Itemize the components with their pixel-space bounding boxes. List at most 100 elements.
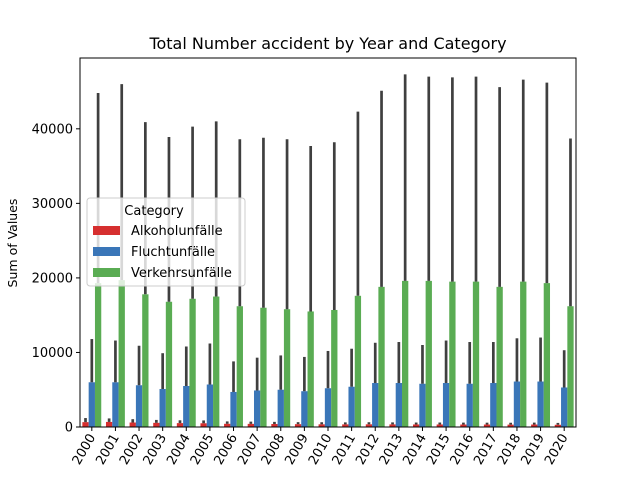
bar-Alkoholunfälle-2020: [554, 424, 562, 427]
legend-label: Verkehrsunfälle: [131, 266, 232, 281]
x-tick-label: 2012: [353, 432, 383, 468]
bar-Alkoholunfälle-2008: [271, 424, 278, 427]
x-tick-label: 2008: [259, 432, 289, 468]
bar-Fluchtunfälle-2016: [466, 383, 473, 427]
chart-title: Total Number accident by Year and Catego…: [148, 34, 506, 53]
bar-Verkehrsunfälle-2005: [213, 296, 220, 427]
bar-Fluchtunfälle-2020: [561, 387, 568, 427]
bar-Fluchtunfälle-2017: [490, 383, 497, 427]
legend-swatch: [93, 268, 120, 277]
y-tick-label: 40000: [32, 122, 73, 137]
bar-Alkoholunfälle-2001: [105, 421, 113, 427]
x-tick-label: 2017: [471, 432, 501, 468]
y-tick-label: 30000: [32, 197, 73, 212]
bar-Alkoholunfälle-2002: [129, 422, 136, 427]
bar-Fluchtunfälle-2015: [442, 383, 450, 427]
bar-Alkoholunfälle-2014: [413, 424, 420, 427]
bar-Verkehrsunfälle-2011: [354, 295, 362, 427]
bar-Verkehrsunfälle-2019: [543, 283, 551, 427]
bar-Fluchtunfälle-2005: [206, 384, 214, 427]
bar-Fluchtunfälle-2011: [348, 386, 355, 427]
bar-Verkehrsunfälle-2008: [283, 309, 291, 427]
bar-Fluchtunfälle-2003: [159, 388, 166, 427]
bar-Verkehrsunfälle-2007: [260, 307, 267, 427]
bar-Fluchtunfälle-2004: [183, 386, 190, 427]
bar-Verkehrsunfälle-2014: [425, 280, 432, 427]
bar-Alkoholunfälle-2018: [507, 424, 514, 427]
bar-Fluchtunfälle-2002: [135, 385, 143, 427]
bar-Alkoholunfälle-2005: [200, 423, 207, 427]
x-tick-label: 2011: [330, 432, 360, 468]
bar-Verkehrsunfälle-2012: [378, 286, 385, 427]
bar-Fluchtunfälle-2019: [537, 381, 544, 427]
bar-Fluchtunfälle-2013: [395, 383, 403, 427]
bar-Verkehrsunfälle-2001: [118, 280, 125, 427]
bar-Alkoholunfälle-2010: [318, 424, 325, 427]
x-tick-label: 2009: [282, 432, 312, 468]
bar-Fluchtunfälle-2014: [419, 383, 426, 427]
bar-Fluchtunfälle-2012: [372, 383, 379, 427]
x-tick-label: 2010: [306, 432, 336, 468]
bar-Alkoholunfälle-2004: [176, 423, 184, 427]
bar-Verkehrsunfälle-2004: [189, 298, 196, 427]
bar-Alkoholunfälle-2017: [483, 424, 491, 427]
bar-Fluchtunfälle-2001: [112, 382, 119, 427]
y-tick-label: 10000: [32, 346, 73, 361]
x-tick-label: 2001: [93, 432, 123, 468]
bar-Alkoholunfälle-2007: [247, 423, 254, 427]
bar-Verkehrsunfälle-2015: [449, 281, 456, 427]
x-tick-label: 2013: [377, 432, 407, 468]
x-tick-label: 2014: [400, 432, 430, 468]
bar-Alkoholunfälle-2019: [531, 424, 538, 427]
bar-Alkoholunfälle-2015: [436, 424, 443, 427]
legend-swatch: [93, 247, 120, 256]
bar-Verkehrsunfälle-2016: [472, 281, 480, 427]
y-tick-label: 0: [65, 421, 73, 436]
legend-label: Fluchtunfälle: [131, 245, 215, 260]
bar-Verkehrsunfälle-2010: [331, 309, 338, 427]
legend-swatch: [93, 226, 120, 235]
bar-Fluchtunfälle-2007: [253, 390, 261, 427]
x-tick-label: 2019: [518, 432, 548, 468]
x-tick-label: 2004: [164, 432, 194, 468]
bars-layer: [82, 280, 574, 427]
bar-Verkehrsunfälle-2018: [520, 281, 527, 427]
bar-Verkehrsunfälle-2003: [165, 301, 173, 427]
bar-Alkoholunfälle-2016: [460, 424, 467, 427]
bar-Verkehrsunfälle-2000: [94, 283, 102, 427]
bar-Fluchtunfälle-2008: [277, 389, 284, 427]
bar-Verkehrsunfälle-2006: [236, 306, 243, 427]
bar-Verkehrsunfälle-2002: [142, 294, 149, 427]
bar-Alkoholunfälle-2009: [294, 424, 302, 427]
bar-Fluchtunfälle-2010: [324, 388, 332, 427]
bar-Alkoholunfälle-2000: [82, 422, 89, 427]
bar-Alkoholunfälle-2012: [365, 424, 373, 427]
x-tick-label: 2007: [235, 432, 265, 468]
x-tick-label: 2016: [448, 432, 478, 468]
x-tick-label: 2015: [424, 432, 454, 468]
x-tick-label: 2018: [495, 432, 525, 468]
bar-Fluchtunfälle-2006: [230, 391, 237, 427]
bar-Fluchtunfälle-2018: [513, 381, 521, 427]
legend-title: Category: [124, 204, 184, 219]
y-tick-label: 20000: [32, 271, 73, 286]
bar-Verkehrsunfälle-2017: [496, 286, 503, 427]
bar-Fluchtunfälle-2000: [88, 382, 95, 427]
x-tick-label: 2000: [70, 432, 100, 468]
legend-label: Alkoholunfälle: [131, 224, 223, 239]
y-axis-label: Sum of Values: [5, 199, 20, 288]
bar-Alkoholunfälle-2013: [389, 424, 396, 427]
bar-Fluchtunfälle-2009: [301, 391, 308, 427]
x-tick-label: 2006: [211, 432, 241, 468]
bar-Verkehrsunfälle-2013: [402, 280, 409, 427]
x-tick-label: 2020: [542, 432, 572, 468]
x-tick-label: 2005: [188, 432, 218, 468]
bar-Alkoholunfälle-2011: [342, 424, 349, 427]
x-tick-label: 2002: [117, 432, 147, 468]
bar-Alkoholunfälle-2003: [153, 422, 160, 427]
legend-box: [86, 197, 246, 287]
bar-Verkehrsunfälle-2020: [567, 306, 574, 427]
legend: Category Alkoholunfälle Fluchtunfälle Verke…: [86, 197, 246, 287]
bar-Alkoholunfälle-2006: [224, 423, 231, 427]
